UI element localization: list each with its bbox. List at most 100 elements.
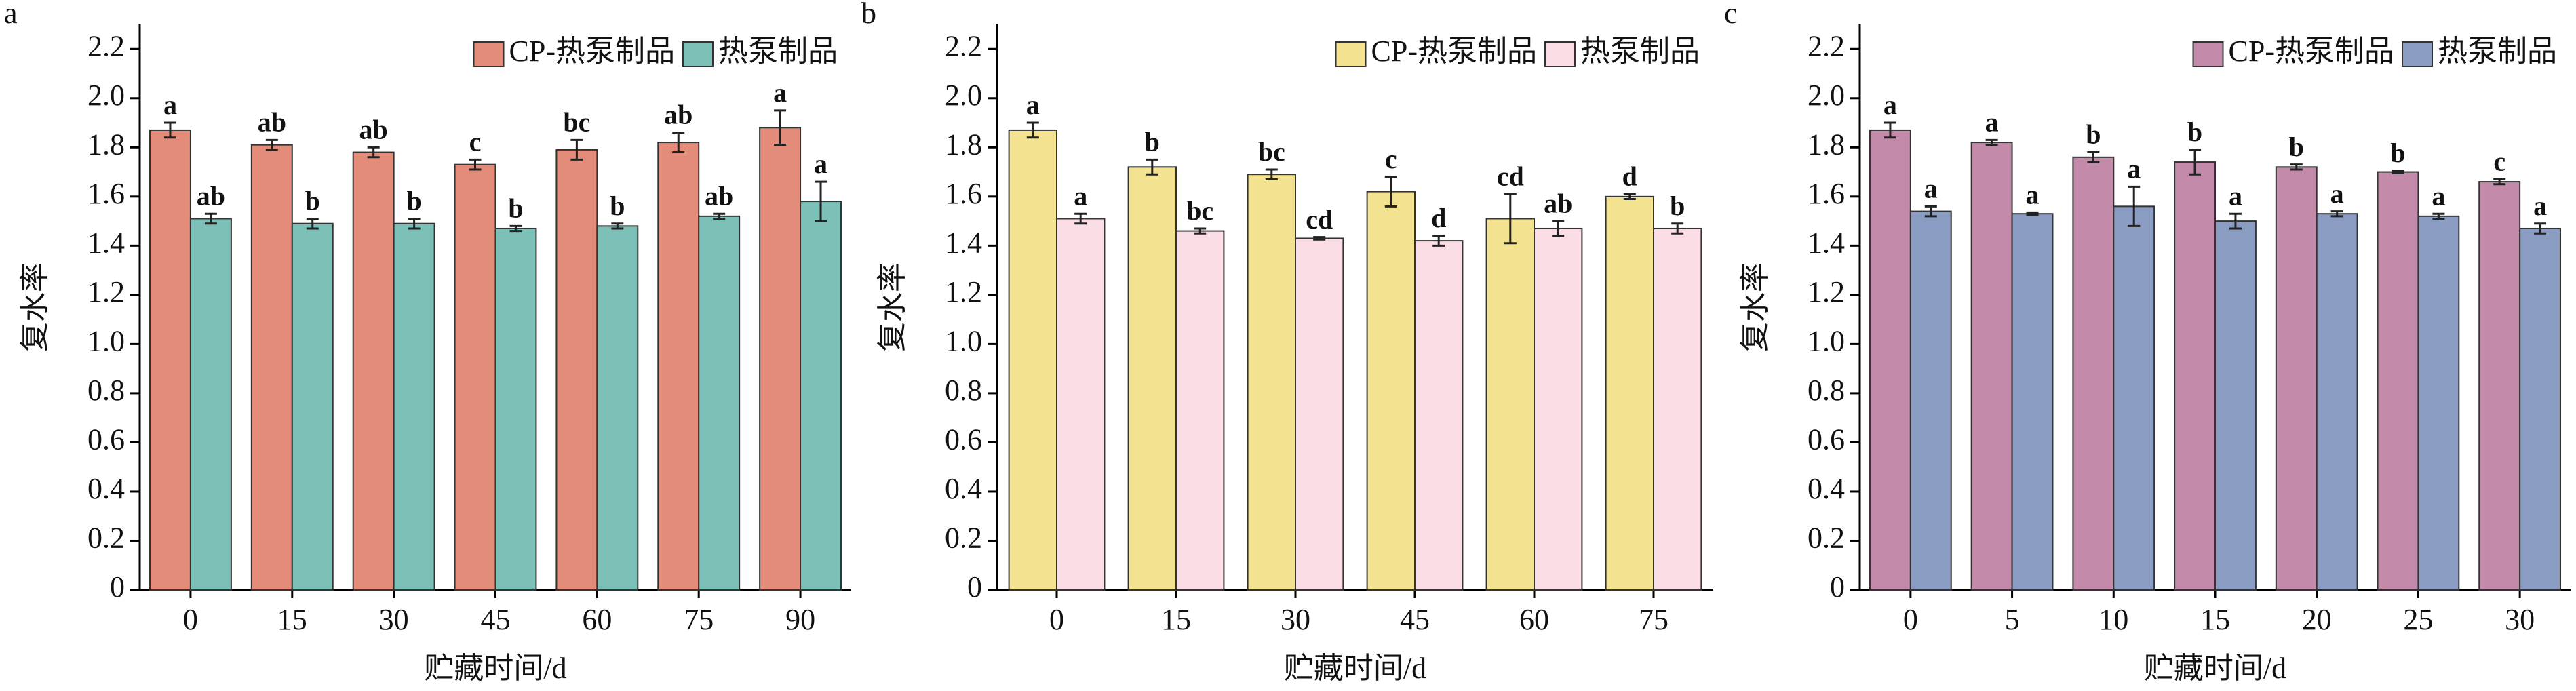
bar — [2478, 181, 2521, 591]
legend-label: CP-热泵制品 — [509, 35, 675, 68]
error-bar — [2229, 212, 2242, 230]
bar — [759, 127, 802, 591]
error-bar — [2087, 151, 2100, 163]
y-tick-label: 1.8 — [1808, 127, 1845, 161]
bar — [1056, 218, 1106, 591]
bar — [454, 163, 496, 591]
significance-label: a — [2330, 178, 2344, 209]
bar — [1534, 227, 1583, 591]
error-bar — [509, 224, 522, 233]
x-tick-label: 0 — [1049, 603, 1064, 636]
significance-label: a — [2127, 153, 2141, 184]
y-tick-label: 1.6 — [1808, 177, 1845, 210]
bar — [189, 218, 232, 591]
legend-swatch — [2192, 41, 2224, 67]
y-tick-label: 2.0 — [87, 79, 125, 112]
significance-label: a — [2432, 180, 2445, 211]
bar — [1605, 195, 1655, 591]
error-bar — [2128, 185, 2141, 227]
error-bar — [1265, 168, 1278, 180]
bar — [2113, 205, 2155, 591]
significance-label: bc — [1186, 195, 1213, 226]
significance-label: b — [1670, 191, 1685, 221]
bar — [1366, 191, 1416, 591]
x-tick-label: 30 — [379, 603, 409, 636]
y-tick-label: 1.4 — [945, 226, 982, 259]
y-axis-label: 复水率 — [876, 262, 909, 352]
error-bar — [713, 212, 726, 220]
error-bar — [1623, 193, 1636, 200]
bar — [393, 222, 435, 591]
bar — [149, 129, 191, 591]
y-tick-label: 0.8 — [87, 374, 125, 407]
error-bar — [2330, 210, 2343, 218]
bar — [1869, 129, 1911, 591]
x-tick-label: 75 — [1639, 603, 1668, 636]
bar — [2417, 215, 2460, 591]
significance-label: ab — [197, 180, 225, 211]
y-tick-label: 1.8 — [945, 127, 982, 161]
y-tick-label: 2.0 — [945, 79, 982, 112]
y-tick-label: 0.6 — [945, 423, 982, 456]
legend-label: 热泵制品 — [718, 35, 838, 68]
error-bar — [204, 212, 217, 225]
error-bar — [2534, 222, 2547, 235]
significance-label: b — [2187, 117, 2202, 147]
bar — [1414, 240, 1464, 591]
error-bar — [1924, 205, 1937, 218]
x-tick-label: 30 — [1281, 603, 1310, 636]
x-tick-label: 15 — [277, 603, 307, 636]
significance-label: a — [1884, 90, 1897, 120]
x-tick-label: 0 — [1903, 603, 1918, 636]
x-tick-label: 15 — [1161, 603, 1191, 636]
error-bar — [1884, 121, 1896, 139]
bar — [352, 151, 395, 591]
significance-label: b — [2289, 132, 2304, 162]
x-tick-label: 5 — [2005, 603, 2020, 636]
legend-label: 热泵制品 — [1580, 35, 1700, 68]
x-axis-label: 贮藏时间/d — [424, 652, 566, 685]
x-tick-label: 30 — [2505, 603, 2535, 636]
legend-swatch — [1335, 41, 1367, 67]
x-tick-label: 60 — [1519, 603, 1549, 636]
bar — [494, 227, 537, 591]
y-tick-label: 1.2 — [1808, 275, 1845, 309]
bar — [2011, 213, 2054, 591]
error-bar — [1985, 138, 1998, 146]
y-tick-label: 1.2 — [945, 275, 982, 309]
significance-label: cd — [1306, 204, 1333, 235]
bar — [291, 222, 334, 591]
y-tick-label: 1.6 — [945, 177, 982, 210]
y-tick-label: 0.4 — [87, 472, 125, 505]
error-bar — [611, 222, 624, 230]
significance-label: a — [163, 90, 177, 120]
x-axis-label: 贮藏时间/d — [2144, 652, 2286, 685]
significance-label: a — [2026, 180, 2040, 210]
bar — [1008, 129, 1057, 591]
error-bar — [1504, 193, 1517, 245]
error-bar — [469, 158, 482, 171]
significance-label: ab — [258, 107, 286, 138]
legend-swatch — [2402, 41, 2433, 67]
x-tick-label: 10 — [2099, 603, 2128, 636]
significance-label: b — [305, 186, 320, 216]
y-tick-label: 1.4 — [87, 226, 125, 259]
error-bar — [163, 121, 176, 139]
y-tick-label: 0 — [110, 570, 125, 604]
bar — [1295, 237, 1344, 591]
bar — [555, 149, 598, 591]
significance-label: d — [1622, 161, 1637, 191]
error-bar — [408, 217, 421, 230]
y-tick-label: 1.4 — [1808, 226, 1845, 259]
bar — [2214, 220, 2257, 591]
bar — [2377, 171, 2419, 591]
x-tick-label: 45 — [481, 603, 511, 636]
bar — [2174, 161, 2216, 591]
bar — [698, 215, 741, 591]
significance-label: ab — [664, 100, 692, 130]
y-tick-label: 1.2 — [87, 275, 125, 309]
significance-label: a — [1074, 180, 1087, 211]
bar — [2316, 213, 2358, 591]
significance-label: b — [1145, 127, 1160, 157]
